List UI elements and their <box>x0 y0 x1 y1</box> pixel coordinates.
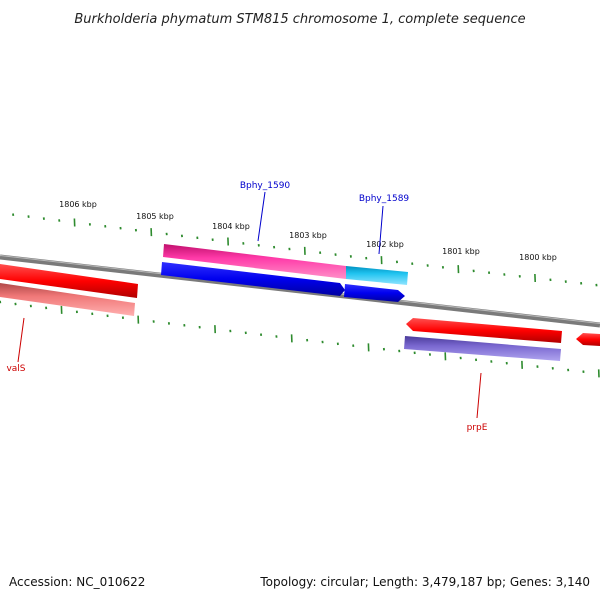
leader-line-bphy1590 <box>257 191 266 242</box>
gene-blue-2[interactable] <box>344 284 405 302</box>
gene-left-red[interactable] <box>0 264 138 298</box>
tick-label-1801: 1801 kbp <box>442 247 480 256</box>
genome-summary-text: Topology: circular; Length: 3,479,187 bp… <box>259 575 590 589</box>
gene-right-red[interactable] <box>406 318 562 343</box>
gene-label-prpe[interactable]: prpE <box>467 423 488 433</box>
tick-label-1806: 1806 kbp <box>59 200 97 209</box>
gene-label-bphy1590[interactable]: Bphy_1590 <box>240 181 291 191</box>
gene-vals[interactable] <box>0 283 135 316</box>
outer-tick-track <box>12 213 598 287</box>
accession-text: Accession: NC_010622 <box>9 575 145 589</box>
leader-line-vals <box>17 317 25 363</box>
leader-line-prpe <box>476 372 482 419</box>
tick-label-1802: 1802 kbp <box>366 240 404 249</box>
tick-label-1803: 1803 kbp <box>289 231 327 240</box>
chromosome-backbone <box>0 254 600 328</box>
gene-prpe[interactable] <box>404 336 561 361</box>
gene-bphy1589[interactable] <box>346 266 408 285</box>
tick-label-1804: 1804 kbp <box>212 222 250 231</box>
tick-label-1800: 1800 kbp <box>519 253 557 262</box>
gene-bphy1590[interactable] <box>163 244 346 279</box>
gene-blue-1[interactable] <box>161 262 345 296</box>
inner-tick-track <box>0 300 600 378</box>
gene-label-bphy1589[interactable]: Bphy_1589 <box>359 194 410 204</box>
gene-label-vals[interactable]: valS <box>6 364 25 374</box>
leader-line-bphy1589 <box>378 205 384 255</box>
map-title: Burkholderia phymatum STM815 chromosome … <box>74 12 525 27</box>
tick-label-1805: 1805 kbp <box>136 212 174 221</box>
gene-far-right-red[interactable] <box>576 333 600 346</box>
